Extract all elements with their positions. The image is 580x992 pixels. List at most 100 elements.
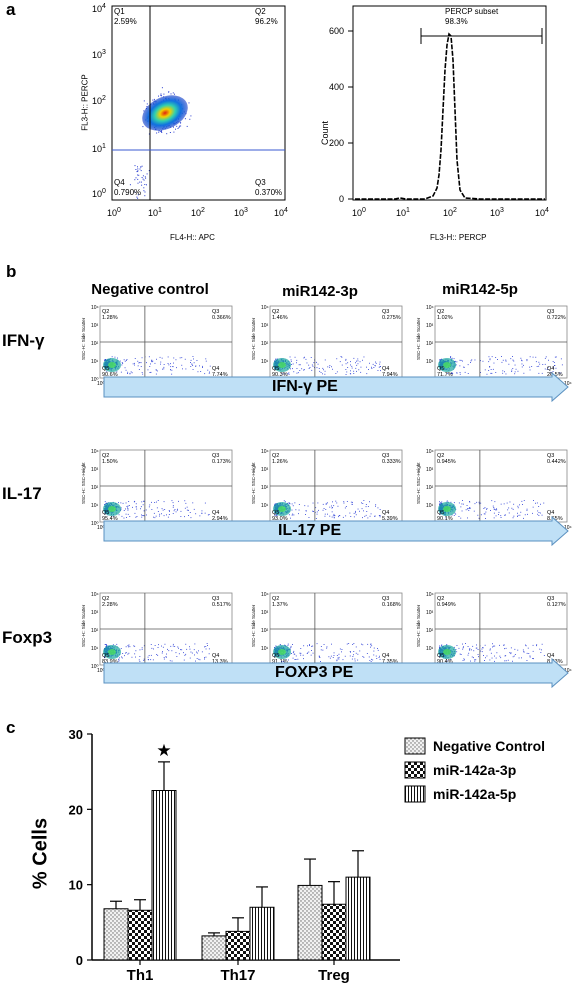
flow-q5-name: Q5 [102, 510, 109, 516]
flow-xtick: 10⁴ [564, 668, 572, 674]
histogram-gate-value: 98.3% [445, 17, 468, 26]
svg-text:100: 100 [352, 207, 366, 218]
flow-ytick: 10⁰ [91, 377, 99, 383]
arrow-2 [103, 657, 569, 689]
histogram-ytick-400: 400 [328, 82, 344, 92]
flow-xtick: 10⁴ [564, 525, 572, 531]
dotplot-q4-value: 0.790% [114, 188, 142, 197]
flow-q5-name: Q5 [272, 510, 279, 516]
svg-text:103: 103 [490, 207, 504, 218]
flow-q2-value: 1.50% [102, 459, 118, 465]
flow-q5-value: 95.4% [102, 516, 118, 522]
flow-q5-name: Q5 [102, 366, 109, 372]
legend-swatch [404, 761, 426, 779]
flow-ytick: 10² [261, 485, 269, 491]
flow-ytick: 10⁴ [91, 305, 99, 311]
x-tick-label: Th17 [220, 967, 255, 984]
flow-q3-name: Q3 [547, 596, 554, 602]
flow-q5-name: Q5 [437, 366, 444, 372]
bar [249, 906, 275, 961]
flow-q5-value: 90.4% [437, 659, 453, 665]
histogram-ytick-0: 0 [338, 194, 344, 204]
flow-q2-name: Q2 [437, 453, 444, 459]
flow-q2-value: 0.945% [437, 459, 456, 465]
histogram-gate-name: PERCP subset [445, 7, 499, 16]
flow-q3-value: 0.722% [547, 315, 566, 321]
flow-ytick: 10³ [91, 467, 99, 473]
flow-q2-name: Q2 [272, 453, 279, 459]
significance-star: ★ [156, 741, 171, 760]
panel-c-label: c [6, 718, 16, 737]
row-label-foxp3: Foxp3 [2, 628, 53, 647]
flow-q2-name: Q2 [102, 453, 109, 459]
dotplot-q1-value: 2.59% [114, 17, 137, 26]
flow-q4-value: 7.74% [212, 372, 228, 378]
flow-q3-name: Q3 [212, 596, 219, 602]
flow-q3-name: Q3 [212, 453, 219, 459]
flow-ytick: 10² [426, 628, 434, 634]
arrow-0 [103, 371, 569, 403]
row-label-ifng: IFN-γ [2, 331, 45, 350]
flow-ytick: 10¹ [261, 503, 269, 509]
flow-ylabel: SSC-H:: Side Scatter [251, 604, 256, 647]
legend-swatch [404, 785, 426, 803]
flow-q5-name: Q5 [437, 510, 444, 516]
flow-ytick: 10³ [426, 467, 434, 473]
flow-q2-name: Q2 [102, 596, 109, 602]
flow-q5-name: Q5 [437, 653, 444, 659]
svg-text:103: 103 [234, 207, 248, 218]
flow-q5-name: Q5 [272, 653, 279, 659]
flow-q3-name: Q3 [547, 309, 554, 315]
bar [151, 790, 177, 961]
flow-ytick: 10⁰ [91, 664, 99, 670]
flow-q2-name: Q2 [272, 596, 279, 602]
flow-ytick: 10² [91, 341, 99, 347]
flow-q5-value: 83.9% [102, 659, 118, 665]
bar [321, 903, 347, 961]
svg-text:102: 102 [92, 95, 106, 106]
flow-ytick: 10² [91, 485, 99, 491]
flow-q4-name: Q4 [382, 366, 389, 372]
flow-ytick: 10¹ [426, 646, 434, 652]
flow-q5-value: 90.1% [437, 516, 453, 522]
legend-label: miR-142a-5p [433, 786, 516, 802]
flow-q3-name: Q3 [382, 453, 389, 459]
flow-q3-value: 0.127% [547, 602, 566, 608]
dotplot-frame [111, 5, 286, 201]
flow-q2-value: 1.46% [272, 315, 288, 321]
flow-ytick: 10⁴ [91, 592, 99, 598]
flow-ytick: 10³ [91, 610, 99, 616]
flow-q3-value: 0.168% [382, 602, 401, 608]
histogram-frame [352, 5, 547, 201]
flow-ylabel: SSC-H:: SSC-Height [416, 462, 421, 504]
dotplot-xlabel: FL4-H:: APC [170, 233, 215, 242]
flow-q2-name: Q2 [102, 309, 109, 315]
svg-text:102: 102 [443, 207, 457, 218]
flow-q5-name: Q5 [102, 653, 109, 659]
bar [127, 909, 153, 961]
flow-q5-value: 90.3% [272, 372, 288, 378]
y-tick-label: 10 [69, 878, 83, 893]
flow-plot: Q20.945%Q30.442%Q590.1%Q48.65%10⁴10³10²1… [416, 449, 572, 531]
bar [345, 876, 371, 961]
flow-ytick: 10⁴ [426, 305, 434, 311]
flow-ytick: 10³ [261, 467, 269, 473]
flow-q4-name: Q4 [547, 653, 554, 659]
flow-q3-value: 0.275% [382, 315, 401, 321]
arrow-label-foxp3: FOXP3 PE [275, 664, 354, 681]
flow-ytick: 10⁴ [426, 449, 434, 455]
flow-q5-value: 93.0% [272, 516, 288, 522]
flow-q3-value: 0.173% [212, 459, 231, 465]
svg-text:104: 104 [274, 207, 288, 218]
y-tick-label: 0 [76, 953, 83, 968]
svg-text:100: 100 [107, 207, 121, 218]
flow-ylabel: SSC-H:: SSC-Height [81, 462, 86, 504]
flow-ytick: 10¹ [261, 646, 269, 652]
svg-text:101: 101 [396, 207, 410, 218]
flow-q4-name: Q4 [212, 510, 219, 516]
flow-ytick: 10² [261, 628, 269, 634]
flow-ylabel: SSC-H:: Side Scatter [81, 604, 86, 647]
